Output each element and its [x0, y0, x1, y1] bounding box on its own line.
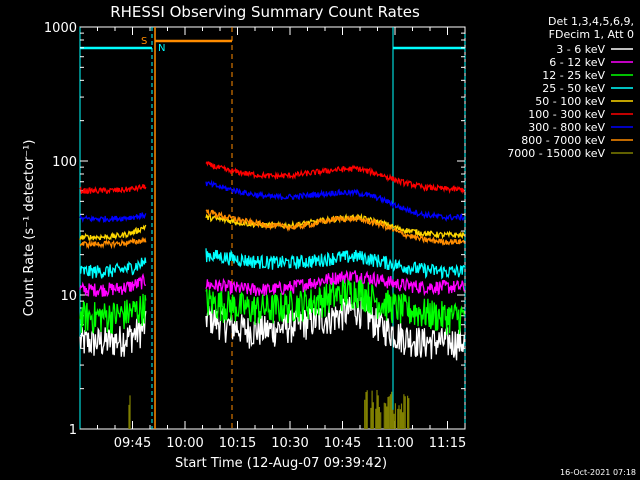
- legend-label: 6 - 12 keV: [549, 56, 605, 69]
- series-group: [79, 161, 465, 429]
- legend-header-1: Det 1,3,4,5,6,9,: [548, 15, 634, 28]
- series-line: [79, 311, 147, 357]
- mode-markers: S N: [79, 27, 466, 429]
- series-line: [205, 248, 465, 280]
- series-line: [205, 269, 465, 297]
- series-line: [79, 184, 147, 195]
- x-tick-label: 09:45: [114, 436, 151, 451]
- legend: Det 1,3,4,5,6,9, FDecim 1, Att 0 3 - 6 k…: [507, 15, 634, 160]
- x-axis: 09:45 10:00 10:15 10:30 10:45 11:00 11:15: [97, 27, 466, 451]
- series-line: [79, 236, 147, 250]
- y-tick-label: 1: [69, 423, 77, 438]
- y-axis-label: Count Rate (s⁻¹ detector⁻¹): [22, 140, 37, 317]
- y-tick-label: 100: [52, 155, 77, 170]
- legend-header-2: FDecim 1, Att 0: [549, 28, 634, 41]
- x-tick-label: 10:45: [324, 436, 361, 451]
- saa-label: S: [141, 36, 147, 47]
- legend-label: 300 - 800 keV: [528, 121, 605, 134]
- x-tick-label: 10:00: [166, 436, 203, 451]
- legend-label: 7000 - 15000 keV: [507, 147, 605, 160]
- x-tick-label: 11:00: [376, 436, 413, 451]
- x-tick-label: 10:15: [219, 436, 256, 451]
- series-line: [79, 224, 147, 241]
- series-line: [205, 161, 465, 195]
- night-label: N: [158, 43, 165, 54]
- legend-label: 100 - 300 keV: [528, 108, 605, 121]
- x-axis-label: Start Time (12-Aug-07 09:39:42): [175, 456, 387, 471]
- y-tick-label: 1000: [44, 21, 77, 36]
- series-line: [79, 212, 147, 224]
- legend-label: 50 - 100 keV: [535, 95, 605, 108]
- series-line: [79, 272, 146, 298]
- series-line: [79, 257, 147, 279]
- series-line: [205, 209, 465, 246]
- legend-label: 3 - 6 keV: [556, 43, 605, 56]
- series-line: [205, 179, 465, 222]
- legend-label: 25 - 50 keV: [542, 82, 605, 95]
- series-line: [205, 212, 465, 240]
- timestamp: 16-Oct-2021 07:18: [560, 468, 636, 477]
- legend-label: 800 - 7000 keV: [521, 134, 605, 147]
- series-line: [205, 278, 465, 335]
- series-line: [79, 293, 147, 334]
- chart-title: RHESSI Observing Summary Count Rates: [110, 3, 420, 21]
- y-tick-label: 10: [60, 289, 77, 304]
- x-tick-label: 10:30: [271, 436, 308, 451]
- series-spikes: [128, 390, 410, 429]
- legend-label: 12 - 25 keV: [542, 69, 605, 82]
- series-line: [205, 296, 465, 361]
- x-tick-label: 11:15: [429, 436, 466, 451]
